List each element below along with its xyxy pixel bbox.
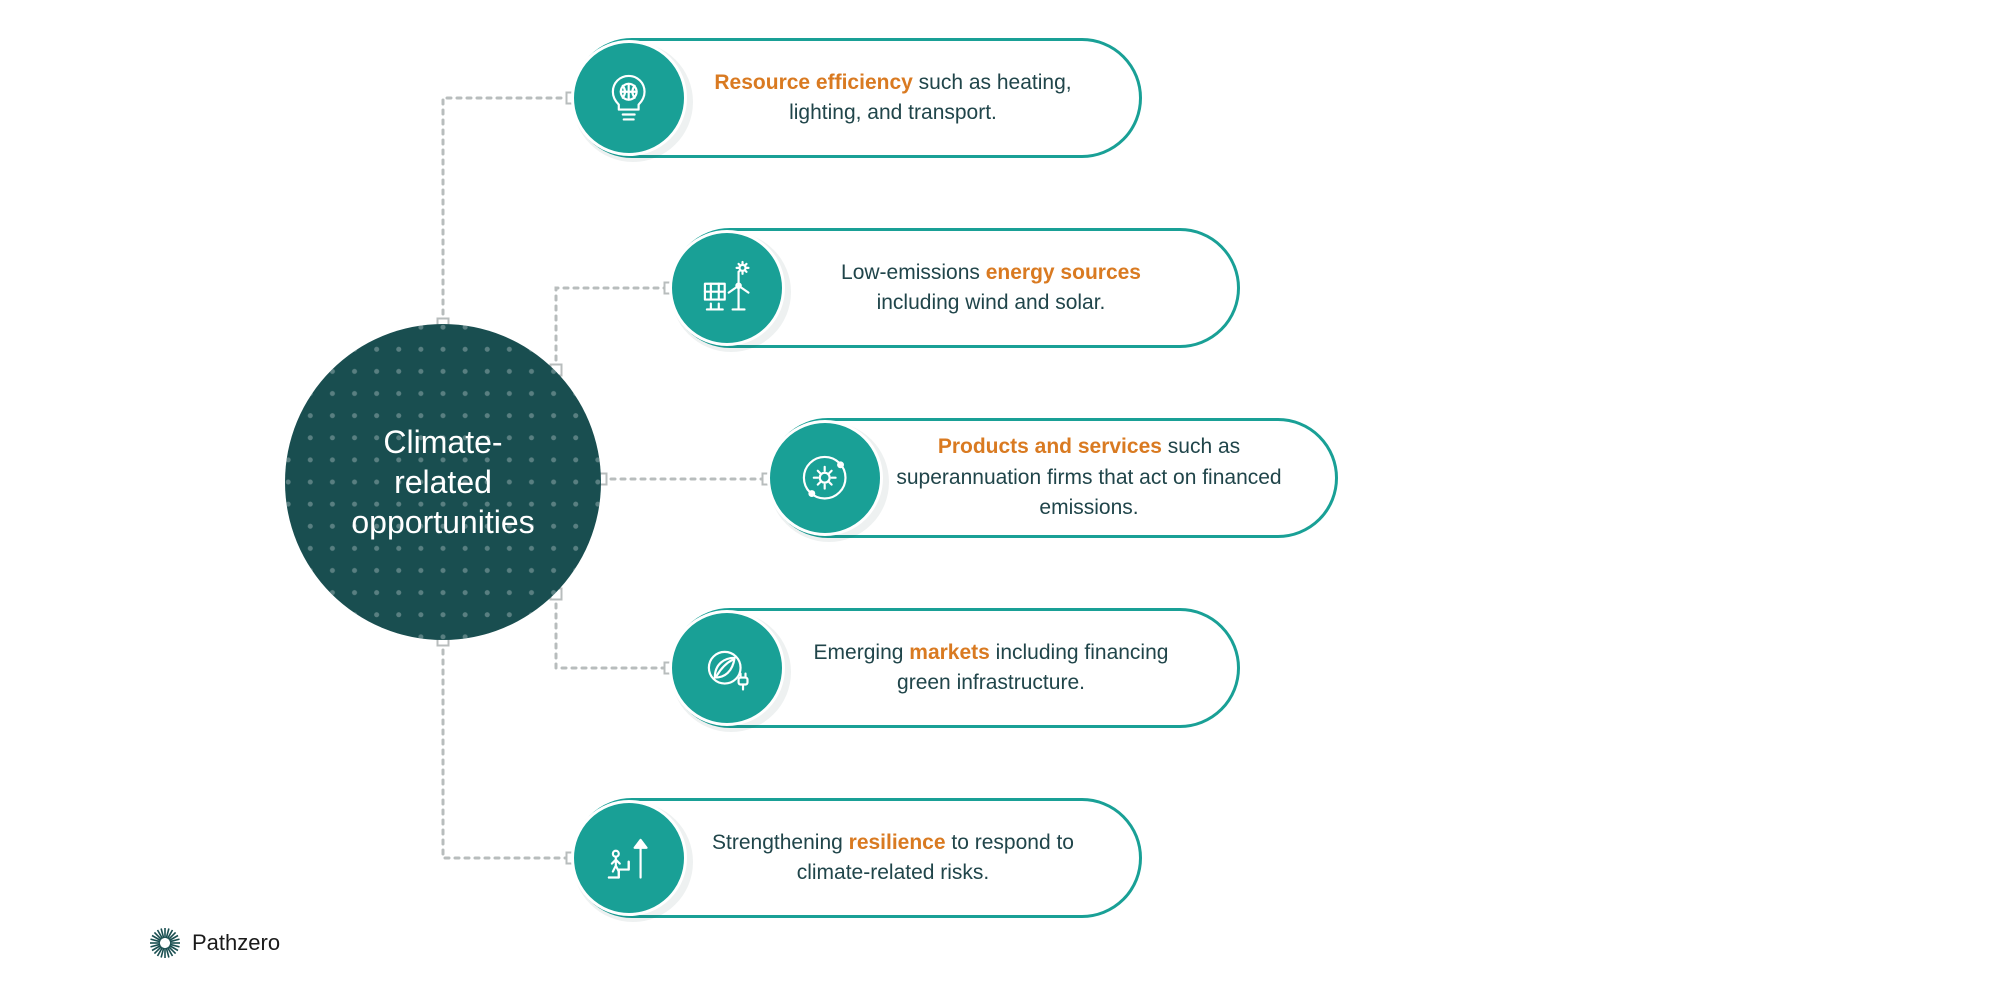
leaf-plug-icon — [669, 610, 785, 726]
text-highlight: resilience — [849, 831, 946, 854]
text-highlight: Resource efficiency — [714, 71, 912, 94]
opportunity-pill: Low-emissions energy sources including w… — [670, 228, 1240, 348]
solar-wind-icon — [669, 230, 785, 346]
opportunity-pill: Emerging markets including financing gre… — [670, 608, 1240, 728]
opportunity-pill: Products and services such as superannua… — [768, 418, 1338, 538]
lightbulb-globe-icon — [571, 40, 687, 156]
text-post: including wind and solar. — [877, 291, 1106, 314]
opportunity-text: Products and services such as superannua… — [883, 432, 1295, 523]
brand-name: Pathzero — [192, 930, 280, 956]
opportunity-text: Low-emissions energy sources including w… — [785, 258, 1197, 319]
text-pre: Emerging — [814, 641, 910, 664]
opportunity-pill: Strengthening resilience to respond to c… — [572, 798, 1142, 918]
central-label: Climate- related opportunities — [351, 422, 534, 542]
central-circle: Climate- related opportunities — [285, 324, 601, 640]
steps-arrow-icon — [571, 800, 687, 916]
opportunity-text: Resource efficiency such as heating, lig… — [687, 68, 1099, 129]
opportunity-pill: Resource efficiency such as heating, lig… — [572, 38, 1142, 158]
sunburst-icon — [148, 926, 182, 960]
text-highlight: Products and services — [938, 435, 1162, 458]
text-highlight: energy sources — [986, 261, 1141, 284]
text-pre: Strengthening — [712, 831, 849, 854]
brand-logo: Pathzero — [148, 926, 280, 960]
text-pre: Low-emissions — [841, 261, 986, 284]
opportunity-text: Emerging markets including financing gre… — [785, 638, 1197, 699]
text-highlight: markets — [909, 641, 990, 664]
opportunity-text: Strengthening resilience to respond to c… — [687, 828, 1099, 889]
gear-orbit-icon — [767, 420, 883, 536]
